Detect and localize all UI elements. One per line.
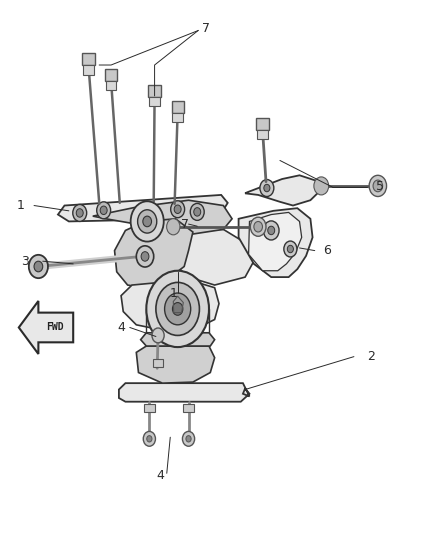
Circle shape [143, 216, 152, 227]
Bar [184, 405, 194, 413]
Circle shape [251, 217, 266, 236]
Circle shape [268, 226, 275, 235]
Circle shape [173, 303, 183, 316]
Polygon shape [249, 213, 302, 271]
Bar [82, 53, 95, 65]
Circle shape [138, 210, 157, 233]
Circle shape [143, 431, 155, 446]
Bar [148, 85, 161, 97]
Bar [105, 69, 117, 81]
Bar [106, 81, 116, 91]
Bar [83, 65, 94, 75]
Polygon shape [19, 301, 73, 354]
Text: 5: 5 [376, 181, 384, 193]
Text: FWD: FWD [46, 322, 64, 333]
Circle shape [100, 206, 107, 215]
Circle shape [141, 252, 149, 261]
Circle shape [287, 245, 293, 253]
Text: 3: 3 [21, 255, 29, 268]
Circle shape [284, 241, 297, 257]
Bar [172, 101, 184, 113]
Bar [144, 405, 155, 413]
Circle shape [263, 221, 279, 240]
Bar [149, 97, 160, 107]
Text: 1: 1 [170, 287, 177, 300]
Circle shape [156, 282, 199, 335]
Bar [153, 359, 163, 367]
Polygon shape [58, 195, 228, 221]
Circle shape [314, 177, 328, 195]
Text: 4: 4 [156, 470, 164, 482]
Circle shape [146, 271, 209, 347]
Circle shape [373, 180, 383, 192]
Polygon shape [93, 200, 232, 235]
Polygon shape [141, 333, 215, 346]
Bar [256, 118, 269, 130]
Polygon shape [119, 383, 250, 402]
Circle shape [264, 184, 270, 192]
Circle shape [147, 435, 152, 442]
Circle shape [166, 219, 180, 235]
Circle shape [97, 202, 111, 219]
Polygon shape [245, 175, 321, 206]
Circle shape [369, 175, 387, 197]
Text: 6: 6 [323, 244, 331, 257]
Polygon shape [136, 346, 215, 383]
Circle shape [260, 180, 274, 197]
Bar [173, 113, 183, 122]
Text: 2: 2 [367, 350, 375, 363]
Circle shape [131, 201, 164, 241]
Text: 7: 7 [180, 217, 188, 231]
Polygon shape [121, 280, 219, 330]
Circle shape [165, 293, 191, 325]
Polygon shape [239, 208, 313, 277]
Circle shape [254, 222, 262, 232]
Circle shape [183, 431, 194, 446]
Circle shape [174, 205, 181, 214]
Text: 4: 4 [117, 321, 125, 334]
Circle shape [136, 246, 154, 267]
Text: 1: 1 [17, 199, 25, 212]
Circle shape [73, 205, 87, 221]
Bar [257, 130, 268, 139]
Polygon shape [149, 229, 254, 285]
Circle shape [171, 201, 185, 217]
Circle shape [76, 209, 83, 217]
Circle shape [29, 255, 48, 278]
Circle shape [34, 261, 43, 272]
Circle shape [152, 328, 164, 343]
Polygon shape [115, 219, 193, 288]
Circle shape [194, 208, 201, 216]
Text: 7: 7 [202, 22, 211, 36]
Circle shape [190, 204, 204, 220]
Circle shape [186, 435, 191, 442]
